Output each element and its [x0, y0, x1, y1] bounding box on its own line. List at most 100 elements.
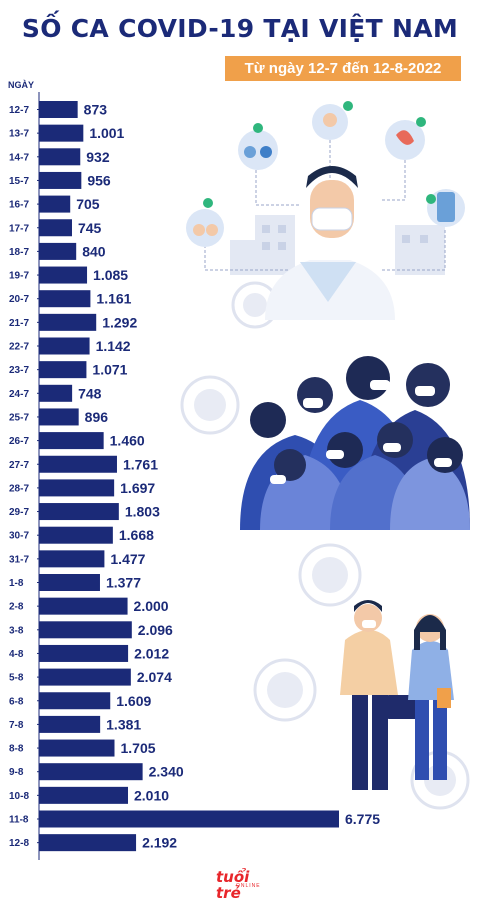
bar: [39, 526, 113, 544]
category-label: 4-8: [9, 649, 24, 660]
category-label: 17-7: [9, 223, 29, 234]
bar-value-label: 1.071: [92, 362, 127, 378]
bar: [39, 692, 111, 710]
category-label: 3-8: [9, 625, 24, 636]
bar: [39, 786, 129, 804]
bar-value-label: 745: [78, 220, 102, 236]
category-label: 9-8: [9, 767, 24, 778]
bar-value-label: 1.803: [125, 504, 160, 520]
bar: [39, 313, 97, 331]
bar: [39, 621, 132, 639]
bar: [39, 715, 101, 733]
date-range-badge: Từ ngày 12-7 đến 12-8-2022: [225, 56, 461, 81]
bar: [39, 479, 115, 497]
check-icon: [203, 101, 436, 208]
bar: [39, 242, 77, 260]
bar: [39, 739, 115, 757]
bar-value-label: 932: [86, 149, 110, 165]
category-label: 10-8: [9, 791, 29, 802]
category-label: 6-8: [9, 696, 24, 707]
bar-value-label: 840: [82, 243, 106, 259]
bar-value-label: 6.775: [345, 811, 380, 827]
category-label: 27-7: [9, 460, 29, 471]
bar: [39, 361, 87, 379]
bar: [39, 195, 71, 213]
bar-value-label: 1.460: [110, 433, 145, 449]
avatar-icon: [186, 104, 465, 247]
page-title: SỐ CA COVID-19 TẠI VIỆT NAM: [21, 14, 459, 43]
category-label: 1-8: [9, 578, 24, 589]
category-label: 26-7: [9, 436, 29, 447]
bar: [39, 455, 117, 473]
bar-value-label: 1.697: [120, 480, 155, 496]
category-label: 24-7: [9, 389, 29, 400]
bar: [39, 124, 84, 142]
bar: [39, 408, 79, 426]
bar-value-label: 1.381: [106, 716, 141, 732]
bar-value-label: 1.142: [96, 338, 131, 354]
bar-value-label: 873: [84, 102, 108, 118]
bar-value-label: 2.340: [149, 764, 184, 780]
category-label: 11-8: [9, 815, 29, 826]
category-label: 13-7: [9, 129, 29, 140]
bar-value-label: 1.761: [123, 456, 158, 472]
bar-value-label: 748: [78, 385, 102, 401]
bar-value-label: 1.668: [119, 527, 154, 543]
category-label: 21-7: [9, 318, 29, 329]
bar: [39, 384, 73, 402]
bar-value-label: 1.377: [106, 575, 141, 591]
bar-value-label: 2.096: [138, 622, 173, 638]
bar-value-label: 705: [76, 196, 100, 212]
bar: [39, 763, 143, 781]
bar-value-label: 2.010: [134, 787, 169, 803]
buildings-icon: [230, 215, 445, 275]
logo-text: tuổi trẻ: [216, 868, 250, 902]
bar: [39, 574, 100, 591]
bar: [39, 171, 82, 189]
bar-value-label: 1.001: [89, 125, 124, 141]
y-axis-label: NGÀY: [8, 80, 35, 90]
category-label: 19-7: [9, 271, 29, 282]
bar-value-label: 896: [85, 409, 109, 425]
bar-value-label: 1.609: [116, 693, 151, 709]
crowd-figure: [240, 356, 470, 530]
bar: [39, 503, 119, 521]
category-label: 12-7: [9, 105, 29, 116]
bar: [39, 550, 105, 568]
bar: [39, 290, 91, 308]
bar: [39, 101, 78, 118]
category-label: 30-7: [9, 531, 29, 542]
category-label: 2-8: [9, 602, 24, 613]
category-label: 20-7: [9, 294, 29, 305]
category-label: 22-7: [9, 342, 29, 353]
category-label: 25-7: [9, 412, 29, 423]
bar-value-label: 1.705: [120, 740, 155, 756]
category-label: 28-7: [9, 483, 29, 494]
bar-value-label: 2.012: [134, 645, 169, 661]
bar: [39, 148, 81, 166]
category-label: 31-7: [9, 554, 29, 565]
category-label: 12-8: [9, 838, 29, 849]
bar: [39, 668, 131, 686]
bar-value-label: 1.085: [93, 267, 128, 283]
category-label: 14-7: [9, 152, 29, 163]
bar: [39, 597, 128, 615]
bar-value-label: 2.192: [142, 835, 177, 851]
category-label: 16-7: [9, 200, 29, 211]
category-label: 8-8: [9, 744, 24, 755]
category-label: 15-7: [9, 176, 29, 187]
category-label: 18-7: [9, 247, 29, 258]
bar-value-label: 2.074: [137, 669, 172, 685]
bar-value-label: 1.292: [102, 314, 137, 330]
category-label: 5-8: [9, 673, 24, 684]
tuoi-tre-logo: tuổi trẻ ONLINE: [216, 869, 272, 901]
category-label: 7-8: [9, 720, 24, 731]
bar: [39, 432, 104, 450]
bar-value-label: 956: [87, 172, 111, 188]
category-label: 23-7: [9, 365, 29, 376]
bar: [39, 337, 90, 355]
couple-figure: [340, 600, 454, 790]
bar: [39, 810, 339, 828]
